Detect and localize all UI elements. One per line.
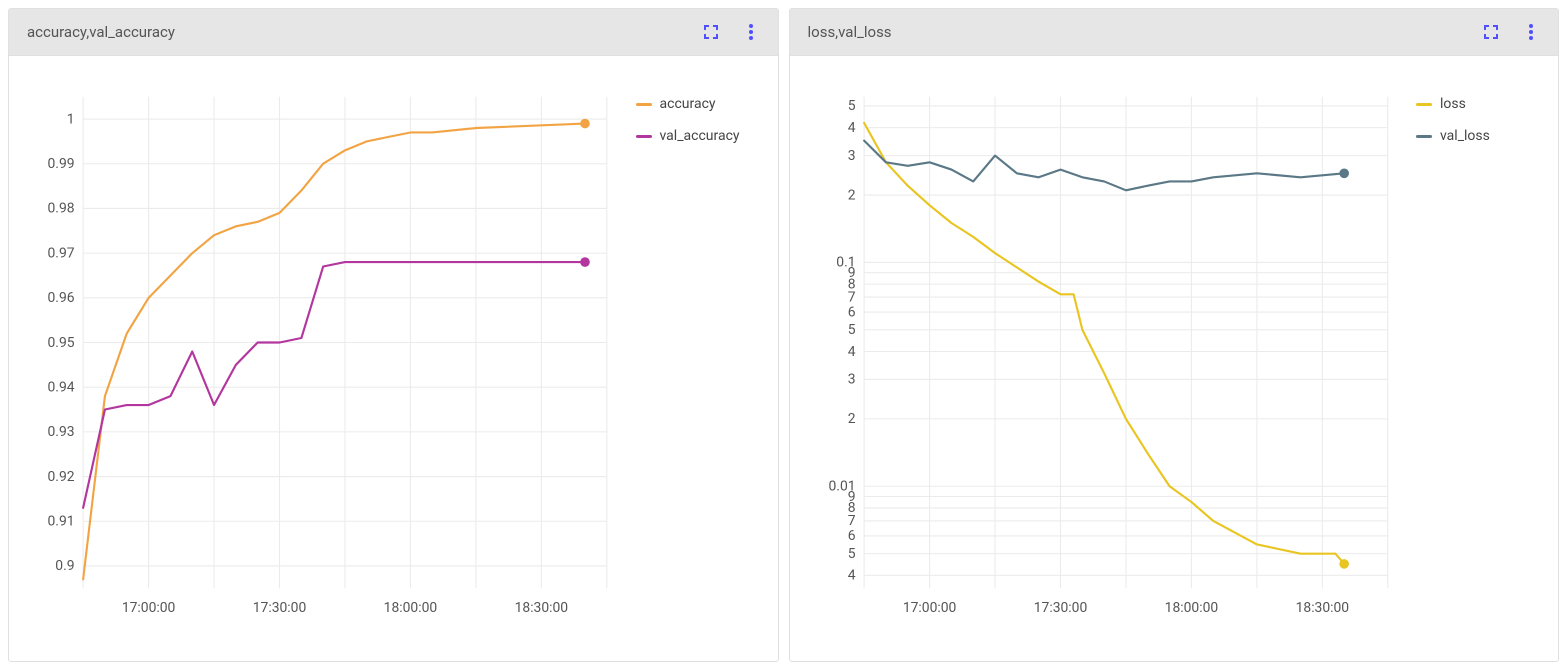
panel-title: loss,val_loss — [808, 23, 892, 41]
svg-text:6: 6 — [847, 304, 855, 320]
svg-text:6: 6 — [847, 528, 855, 544]
svg-text:3: 3 — [847, 372, 855, 388]
legend-label: accuracy — [660, 96, 716, 112]
svg-text:0.94: 0.94 — [48, 379, 75, 395]
panel-body: 4567890.01234567890.1234517:00:0017:30:0… — [790, 56, 1559, 661]
svg-text:0.91: 0.91 — [48, 514, 75, 530]
svg-text:1: 1 — [67, 111, 75, 127]
svg-text:0.99: 0.99 — [48, 156, 75, 172]
legend-label: loss — [1440, 96, 1466, 112]
svg-text:18:00:00: 18:00:00 — [1164, 600, 1218, 616]
panel-title: accuracy,val_accuracy — [27, 23, 175, 41]
svg-text:0.9: 0.9 — [55, 558, 74, 574]
chart-accuracy: 0.9 0.91 0.92 0.93 0.94 0.95 0.96 0.97 0.98 0.99 1… — [19, 86, 618, 631]
legend-item[interactable]: accuracy — [636, 96, 758, 112]
svg-text:0.92: 0.92 — [48, 469, 75, 485]
panel-loss: loss,val_loss 4567890.01234567890.123451… — [789, 8, 1560, 662]
fullscreen-icon[interactable] — [702, 23, 720, 41]
svg-text:17:00:00: 17:00:00 — [902, 600, 956, 616]
svg-text:4: 4 — [847, 120, 855, 136]
svg-text:5: 5 — [847, 546, 855, 562]
svg-text:0.01: 0.01 — [828, 479, 855, 495]
svg-text:17:30:00: 17:30:00 — [253, 600, 307, 616]
menu-icon[interactable] — [1522, 23, 1540, 41]
legend-swatch — [636, 103, 652, 106]
panel-accuracy: accuracy,val_accuracy 0.90.910.920.930.9… — [8, 8, 779, 662]
panel-header: loss,val_loss — [790, 9, 1559, 56]
svg-text:4: 4 — [847, 568, 855, 584]
svg-text:17:00:00: 17:00:00 — [122, 600, 176, 616]
svg-text:18:30:00: 18:30:00 — [1295, 600, 1349, 616]
svg-text:2: 2 — [847, 187, 855, 203]
legend-swatch — [1416, 103, 1432, 106]
legend-swatch — [1416, 135, 1432, 138]
panel-body: 0.9 0.91 0.92 0.93 0.94 0.95 0.96 0.97 0.98 0.99 1… — [9, 56, 778, 661]
svg-text:0.98: 0.98 — [48, 201, 75, 217]
svg-text:0.1: 0.1 — [836, 255, 855, 271]
menu-icon[interactable] — [742, 23, 760, 41]
svg-text:3: 3 — [847, 148, 855, 164]
chart-loss: 4567890.01234567890.1234517:00:0017:30:0… — [800, 86, 1399, 631]
legend-item[interactable]: val_accuracy — [636, 128, 758, 144]
svg-text:17:30:00: 17:30:00 — [1033, 600, 1087, 616]
legend: accuracy val_accuracy — [618, 86, 758, 631]
legend-label: val_accuracy — [660, 128, 740, 144]
legend-swatch — [636, 135, 652, 138]
legend-item[interactable]: loss — [1416, 96, 1538, 112]
panel-actions — [1482, 23, 1540, 41]
svg-text:4: 4 — [847, 344, 855, 360]
legend-item[interactable]: val_loss — [1416, 128, 1538, 144]
svg-text:0.93: 0.93 — [48, 424, 75, 440]
panel-actions — [702, 23, 760, 41]
legend: loss val_loss — [1398, 86, 1538, 631]
svg-text:18:30:00: 18:30:00 — [515, 600, 569, 616]
svg-text:0.96: 0.96 — [48, 290, 75, 306]
svg-text:2: 2 — [847, 411, 855, 427]
fullscreen-icon[interactable] — [1482, 23, 1500, 41]
svg-text:0.95: 0.95 — [48, 335, 75, 351]
svg-text:18:00:00: 18:00:00 — [384, 600, 438, 616]
svg-text:0.97: 0.97 — [48, 245, 75, 261]
panel-header: accuracy,val_accuracy — [9, 9, 778, 56]
svg-text:5: 5 — [847, 322, 855, 338]
svg-text:5: 5 — [847, 98, 855, 114]
legend-label: val_loss — [1440, 128, 1490, 144]
